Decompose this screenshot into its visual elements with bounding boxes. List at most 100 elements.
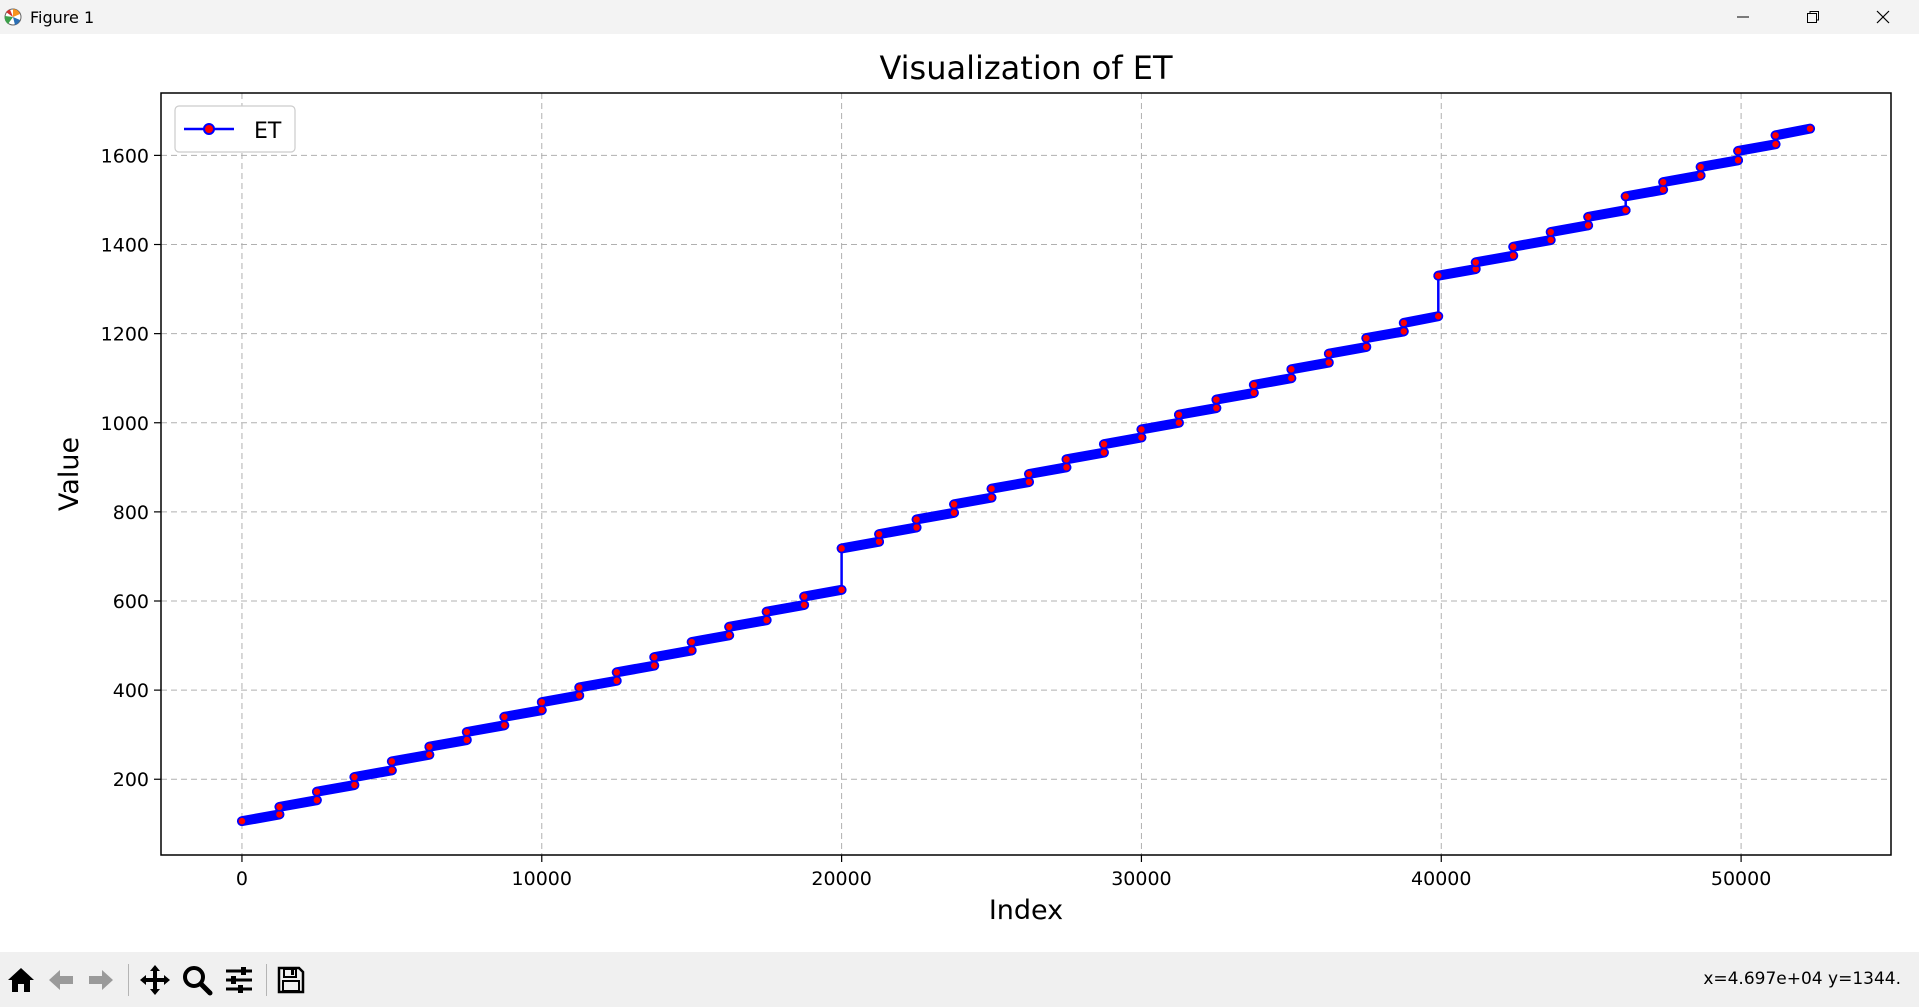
marker-band [874, 522, 922, 540]
data-point [1620, 205, 1631, 215]
data-point [1399, 326, 1409, 337]
data-point [312, 786, 322, 797]
data-point [424, 741, 435, 752]
minimize-icon [1737, 16, 1749, 18]
data-point [724, 622, 734, 632]
marker-band [1433, 264, 1481, 281]
configure-subplots-icon [226, 967, 252, 993]
marker-band [686, 630, 735, 647]
data-point [1583, 212, 1593, 222]
data-point [1583, 220, 1593, 231]
data-point [1286, 364, 1297, 375]
back-arrow-icon [49, 970, 73, 990]
data-point [911, 514, 922, 525]
pan-icon [140, 965, 170, 995]
pan-button[interactable] [137, 962, 173, 998]
marker-band [1658, 170, 1706, 188]
y-tick-label: 1400 [101, 235, 149, 257]
data-point [1174, 409, 1184, 420]
matplotlib-icon [4, 8, 22, 26]
data-point [1470, 257, 1481, 268]
save-button[interactable] [273, 962, 309, 998]
data-point [649, 660, 659, 671]
data-point [874, 536, 884, 547]
data-point [986, 483, 997, 494]
forward-button[interactable] [83, 962, 119, 998]
data-point [911, 522, 922, 533]
marker-band [1620, 184, 1669, 202]
marker-band [986, 477, 1034, 494]
data-point [1770, 130, 1781, 141]
marker-band [1061, 447, 1109, 465]
data-point [1099, 439, 1109, 449]
line-chart[interactable]: 0 10000 20000 30000 40000 50000 200 400 600 800 1… [0, 34, 1919, 952]
y-tick-label: 800 [113, 502, 149, 524]
figure-canvas[interactable]: 0 10000 20000 30000 40000 50000 200 400 600 800 1… [0, 34, 1919, 952]
data-point [986, 492, 997, 503]
y-tick-label: 1000 [101, 413, 149, 435]
home-button[interactable] [3, 962, 39, 998]
data-point [462, 727, 472, 737]
marker-band [1398, 311, 1444, 328]
data-point [611, 676, 622, 686]
close-icon [1876, 10, 1890, 24]
data-point [1658, 177, 1668, 187]
cursor-coordinates: x=4.697e+04 y=1344. [1703, 969, 1901, 989]
marker-band [461, 720, 510, 738]
marker-band [1695, 155, 1744, 172]
x-tick-label: 10000 [512, 868, 572, 890]
minimize-button[interactable] [1715, 0, 1771, 34]
save-icon [277, 966, 305, 994]
marker-band [761, 600, 810, 617]
data-point [1024, 469, 1034, 479]
data-point [836, 543, 847, 554]
marker-band [799, 584, 847, 602]
data-point [686, 637, 697, 647]
plot-frame [160, 92, 1892, 856]
legend-box [174, 105, 296, 153]
zoom-icon [183, 966, 213, 996]
data-point [1361, 333, 1372, 343]
marker-band [1211, 387, 1259, 405]
data-point [1733, 146, 1743, 156]
marker-band [499, 705, 547, 722]
zoom-button[interactable] [179, 962, 215, 998]
data-point [574, 690, 585, 701]
data-point [1508, 250, 1518, 261]
y-tick-label: 1600 [101, 145, 149, 167]
data-point [1211, 394, 1222, 405]
data-point [1545, 235, 1556, 245]
data-point [1733, 155, 1743, 166]
navigation-toolbar: x=4.697e+04 y=1344. [0, 952, 1919, 1007]
marker-band [1361, 326, 1409, 344]
marker-band [649, 645, 697, 663]
back-button[interactable] [43, 962, 79, 998]
data-point [874, 529, 884, 539]
data-point [1433, 311, 1444, 322]
marker-band [1733, 139, 1781, 156]
data-point [949, 508, 959, 518]
data-point [1545, 227, 1556, 237]
marker-band [1248, 373, 1297, 390]
marker-band [1323, 342, 1372, 359]
marker-band [1470, 250, 1519, 268]
data-point [1433, 270, 1444, 281]
restore-button[interactable] [1785, 0, 1841, 34]
data-point [274, 802, 285, 812]
configure-subplots-button[interactable] [221, 962, 257, 998]
marker-band [1173, 403, 1222, 420]
data-point [1024, 477, 1034, 487]
data-point [1061, 462, 1072, 473]
y-tick-label: 1200 [101, 324, 149, 346]
data-point [1361, 342, 1372, 352]
data-point [1249, 388, 1259, 398]
legend-label-et: ET [254, 119, 282, 144]
data-point [274, 809, 285, 820]
data-point [574, 682, 585, 693]
marker-band [611, 660, 660, 678]
close-button[interactable] [1855, 0, 1911, 34]
legend-marker [203, 123, 215, 135]
data-point [424, 749, 435, 760]
data-point [949, 499, 959, 510]
data-point [462, 735, 472, 745]
